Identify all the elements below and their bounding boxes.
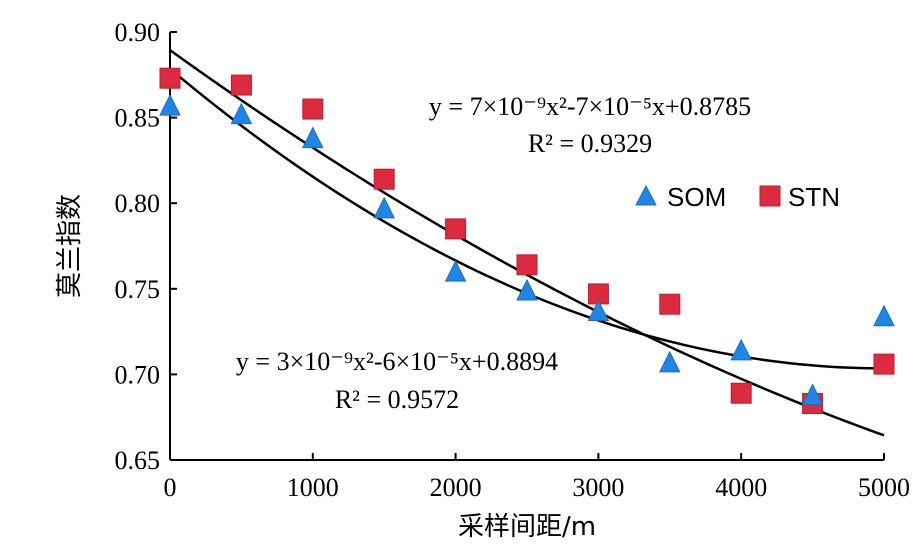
- x-tick-label: 3000: [572, 473, 624, 502]
- som-point: [801, 383, 824, 405]
- stn-point: [230, 74, 252, 96]
- som-r2: R² = 0.9572: [335, 385, 459, 414]
- stn-point: [730, 382, 752, 404]
- stn-point: [516, 254, 538, 276]
- legend-som-label: SOM: [667, 182, 726, 212]
- x-tick-label: 2000: [430, 473, 482, 502]
- y-tick-label: 0.90: [115, 18, 161, 47]
- stn-point: [302, 98, 324, 120]
- som-point: [730, 338, 753, 361]
- som-point: [230, 102, 253, 125]
- markers: [159, 67, 895, 414]
- y-ticks: 0.65 0.70 0.75 0.80 0.85 0.90: [115, 18, 177, 475]
- x-tick-label: 4000: [715, 473, 767, 502]
- som-point: [587, 299, 610, 322]
- stn-r2: R² = 0.9329: [528, 129, 652, 158]
- som-point: [373, 196, 396, 219]
- stn-point: [445, 218, 467, 240]
- som-point: [301, 126, 324, 149]
- som-point: [444, 260, 467, 282]
- x-tick-label: 0: [164, 473, 177, 502]
- y-tick-label: 0.75: [115, 275, 161, 304]
- x-tick-label: 1000: [287, 473, 339, 502]
- x-ticks: 0 1000 2000 3000 4000 5000: [164, 453, 910, 502]
- stn-point: [659, 293, 681, 315]
- som-equation: y = 3×10⁻⁹x²-6×10⁻⁵x+0.8894: [236, 347, 558, 376]
- stn-point: [373, 168, 395, 190]
- y-axis-title: 莫兰指数: [55, 194, 85, 298]
- stn-point: [873, 353, 895, 375]
- legend-stn-label: STN: [788, 182, 840, 212]
- legend-stn-marker: [759, 185, 781, 207]
- legend-som-marker: [635, 184, 657, 206]
- som-point: [873, 304, 895, 327]
- y-tick-label: 0.70: [115, 360, 161, 389]
- stn-equation: y = 7×10⁻⁹x²-7×10⁻⁵x+0.8785: [429, 92, 751, 121]
- y-tick-label: 0.85: [115, 104, 161, 133]
- y-tick-label: 0.80: [115, 189, 161, 218]
- som-point: [159, 94, 181, 116]
- x-tick-label: 5000: [858, 473, 910, 502]
- som-point: [516, 278, 538, 301]
- legend: SOM STN: [635, 182, 840, 212]
- stn-point: [159, 67, 181, 89]
- x-axis-title: 采样间距/m: [458, 512, 596, 542]
- y-tick-label: 0.65: [115, 446, 161, 475]
- som-point: [658, 350, 681, 373]
